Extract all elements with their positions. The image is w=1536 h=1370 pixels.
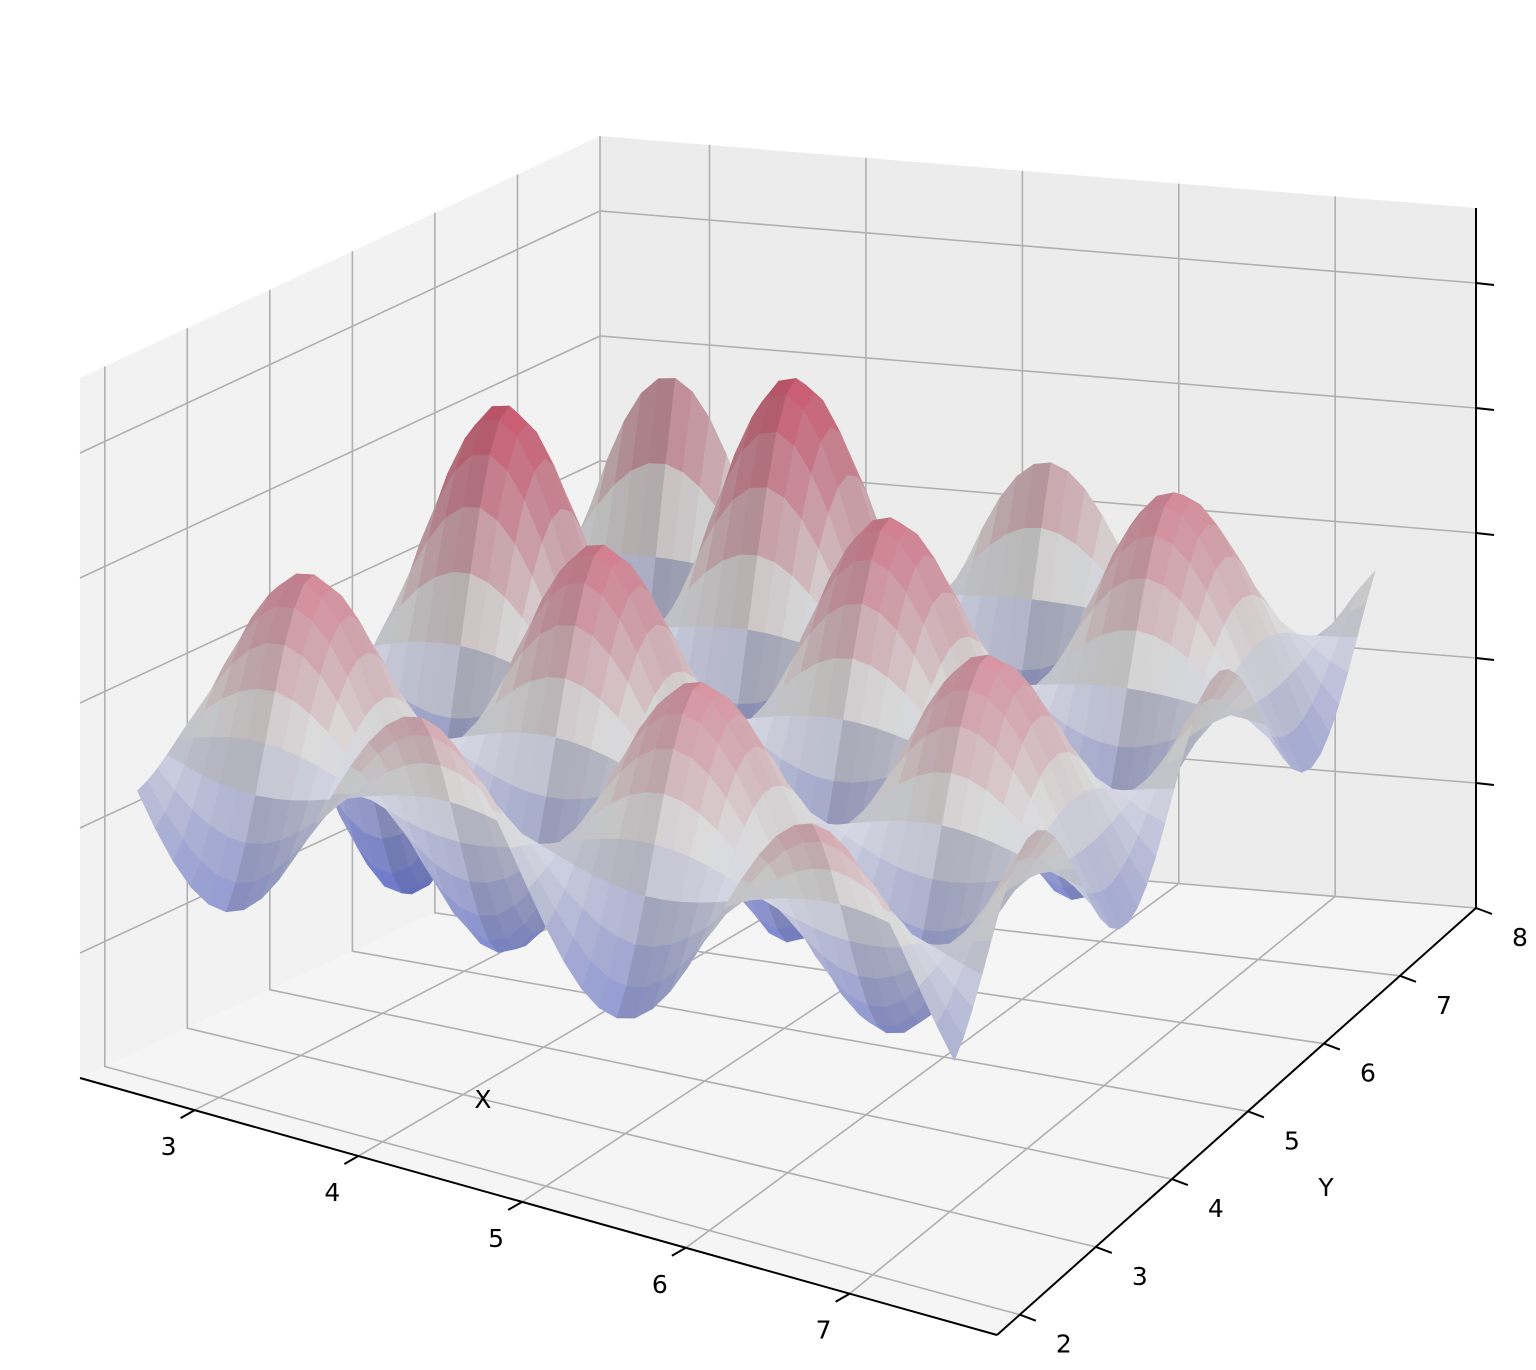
gridline-y <box>434 212 1325 1045</box>
y-tick-label: 3 <box>1132 1262 1148 1291</box>
x-tick-label: 7 <box>816 1316 832 1345</box>
axis-lines <box>79 208 1495 1336</box>
gridline-z <box>79 335 1477 579</box>
y-axis-line <box>996 907 1477 1336</box>
z-tick-mark <box>1475 782 1495 786</box>
pane-floor-face <box>80 836 1476 1335</box>
y-tick-mark <box>1247 1110 1265 1119</box>
y-tick-mark <box>1399 974 1417 983</box>
x-tick-mark <box>180 1109 196 1119</box>
y-tick-label: 2 <box>1056 1330 1072 1359</box>
gridline-z <box>79 210 1477 454</box>
z-tick-mark <box>1475 407 1495 411</box>
x-axis-label: X <box>474 1085 491 1114</box>
y-tick-label: 6 <box>1360 1059 1376 1088</box>
x-tick-label: 3 <box>161 1132 177 1161</box>
x-tick-label: 6 <box>652 1270 668 1299</box>
x-tick-mark <box>671 1246 687 1257</box>
x-tick-label: 5 <box>488 1224 504 1253</box>
z-tick-mark <box>1475 282 1495 286</box>
gridline-y <box>186 328 1096 1248</box>
y-tick-mark <box>1095 1245 1113 1254</box>
gridline-y <box>268 289 1173 1180</box>
y-tick-mark <box>1171 1178 1189 1187</box>
y-tick-mark <box>1475 907 1493 915</box>
pane-floor <box>80 836 1476 1335</box>
y-tick-label: 4 <box>1208 1194 1224 1223</box>
gridline-y <box>104 366 1021 1316</box>
x-tick-label: 4 <box>324 1178 340 1207</box>
surface-facet <box>936 1007 964 1062</box>
z-tick-mark <box>1475 657 1495 661</box>
y-tick-mark <box>1019 1313 1037 1322</box>
x-tick-mark <box>343 1155 359 1165</box>
y-axis-label: Y <box>1317 1173 1334 1202</box>
y-tick-label: 5 <box>1284 1126 1300 1155</box>
gridline-y <box>351 251 1249 1113</box>
y-tick-label: 8 <box>1512 923 1528 952</box>
z-tick-mark <box>1475 532 1495 536</box>
y-tick-mark <box>1323 1042 1341 1051</box>
y-tick-label: 7 <box>1436 991 1452 1020</box>
x-tick-labels: 3 4 5 6 7 <box>161 1109 851 1345</box>
x-axis-line <box>79 1077 998 1336</box>
x-tick-mark <box>507 1201 523 1211</box>
x-tick-mark <box>835 1292 851 1303</box>
surface-mesh <box>137 377 1376 1062</box>
y-tick-labels: 2 3 4 5 6 7 8 <box>1019 907 1528 1359</box>
